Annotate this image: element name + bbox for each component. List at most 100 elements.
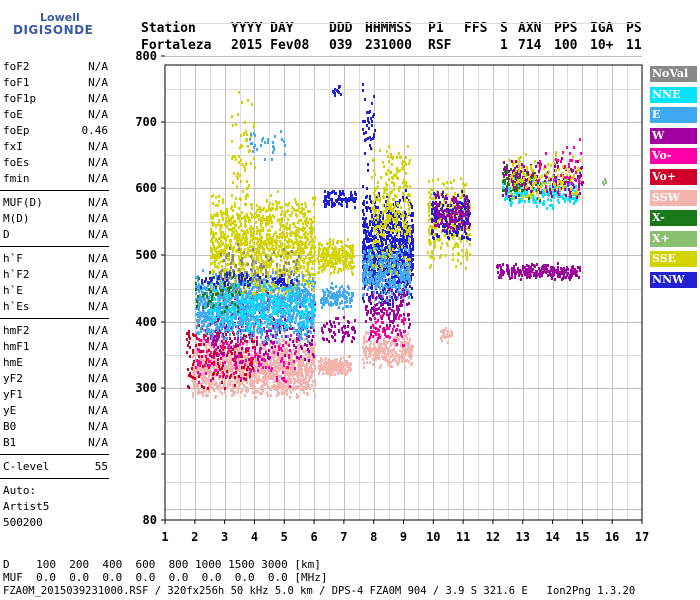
echo-point (256, 230, 258, 233)
echo-point (206, 295, 208, 298)
echo-point (215, 335, 217, 338)
echo-point (237, 213, 239, 216)
echo-point (273, 322, 275, 325)
echo-point (213, 389, 215, 392)
echo-point (252, 316, 254, 319)
echo-point (301, 328, 303, 331)
echo-point (299, 303, 301, 306)
echo-point (273, 251, 275, 254)
echo-point (257, 316, 259, 319)
echo-point (215, 291, 217, 294)
echo-point (248, 353, 250, 356)
echo-point (262, 328, 264, 331)
echo-point (248, 321, 250, 324)
echo-point (268, 205, 270, 208)
echo-point (211, 231, 213, 234)
echo-point (208, 312, 210, 315)
echo-point (203, 319, 205, 322)
echo-point (304, 338, 306, 341)
echo-point (282, 339, 284, 342)
echo-point (275, 388, 277, 391)
echo-point (240, 259, 242, 262)
echo-point (219, 339, 221, 342)
echo-point (220, 357, 222, 360)
echo-point (278, 287, 280, 290)
echo-point (307, 325, 309, 328)
echo-point (305, 349, 307, 352)
echo-point (280, 255, 282, 258)
echo-point (243, 351, 245, 354)
param-name: B0 (3, 420, 17, 433)
echo-point (250, 377, 252, 380)
echo-point (244, 248, 246, 251)
echo-point (186, 351, 188, 354)
echo-point (201, 325, 203, 328)
echo-point (298, 252, 300, 255)
echo-point (266, 318, 268, 321)
echo-point (244, 337, 246, 340)
echo-point (219, 286, 221, 289)
echo-point (204, 314, 206, 317)
echo-point (208, 366, 210, 369)
echo-point (287, 204, 289, 207)
echo-point (244, 341, 246, 344)
echo-point (238, 286, 240, 289)
echo-point (277, 190, 279, 193)
echo-point (294, 284, 296, 287)
echo-point (198, 360, 200, 363)
echo-point (261, 285, 263, 288)
echo-point (274, 288, 276, 291)
echo-point (301, 271, 303, 274)
header-label-s: S (500, 21, 508, 36)
echo-point (187, 368, 189, 371)
echo-point (289, 351, 291, 354)
echo-point (263, 379, 265, 382)
echo-point (309, 297, 311, 300)
echo-point (226, 268, 228, 271)
echo-point (213, 363, 215, 366)
echo-point (235, 371, 237, 374)
echo-point (255, 212, 257, 215)
echo-point (237, 361, 239, 364)
echo-point (297, 369, 299, 372)
echo-point (277, 387, 279, 390)
echo-point (303, 302, 305, 305)
echo-point (217, 309, 219, 312)
echo-point (217, 387, 219, 390)
echo-point (195, 348, 197, 351)
echo-point (258, 218, 260, 221)
echo-point (287, 366, 289, 369)
echo-point (221, 306, 223, 309)
echo-point (239, 263, 241, 266)
echo-point (224, 337, 226, 340)
echo-point (272, 362, 274, 365)
echo-point (291, 371, 293, 374)
echo-point (306, 344, 308, 347)
echo-point (249, 339, 251, 342)
echo-point (270, 216, 272, 219)
echo-point (216, 354, 218, 357)
echo-point (221, 335, 223, 338)
echo-point (312, 335, 314, 338)
echo-point (238, 246, 240, 249)
echo-point (262, 290, 264, 293)
echo-point (219, 306, 221, 309)
echo-point (271, 374, 273, 377)
echo-point (243, 334, 245, 337)
header-label-date: YYYY DAY (231, 21, 294, 36)
echo-point (263, 355, 265, 358)
echo-point (245, 322, 247, 325)
echo-point (308, 314, 310, 317)
echo-point (225, 340, 227, 343)
echo-point (201, 383, 203, 386)
echo-point (229, 247, 231, 250)
echo-point (245, 219, 247, 222)
echo-point (287, 278, 289, 281)
echo-point (203, 287, 205, 290)
echo-point (288, 374, 290, 377)
echo-point (286, 284, 288, 287)
echo-point (260, 299, 262, 302)
echo-point (240, 223, 242, 226)
echo-point (306, 387, 308, 390)
echo-point (281, 236, 283, 239)
